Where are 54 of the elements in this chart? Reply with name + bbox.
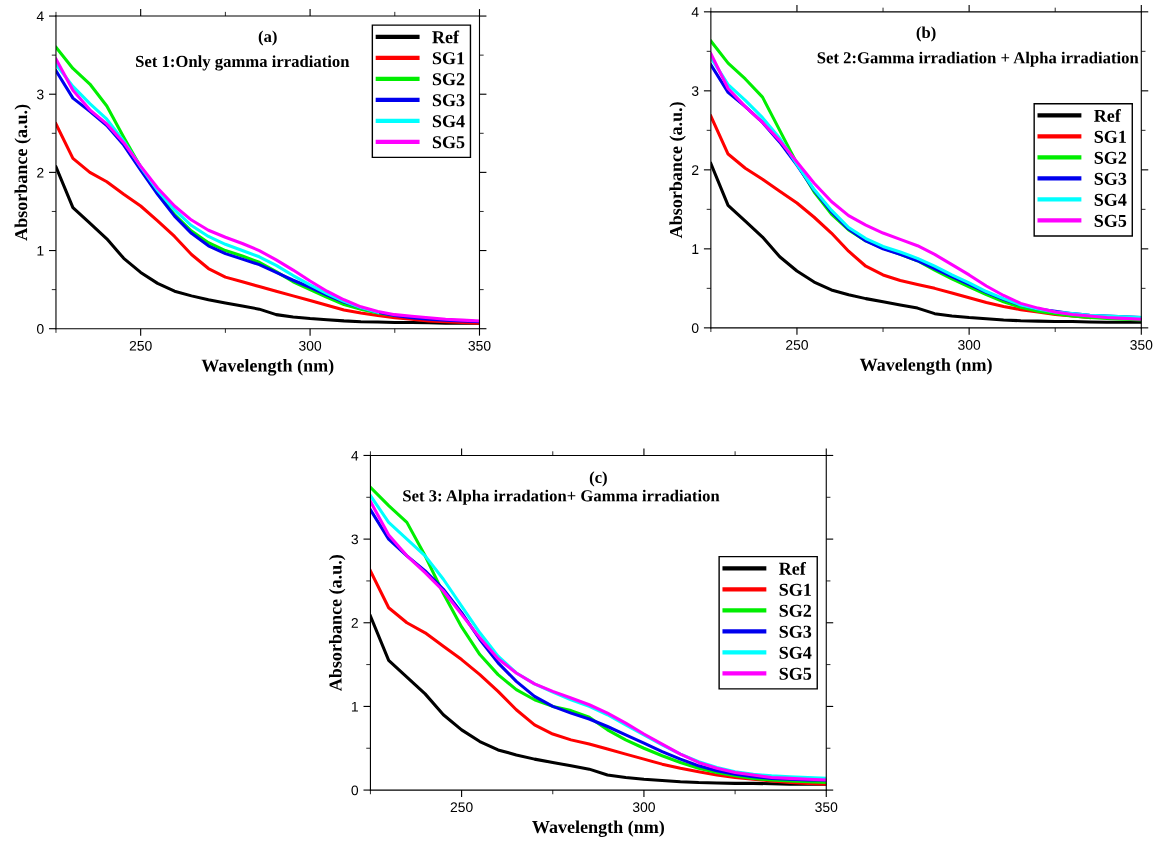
text: (b) — [916, 26, 936, 42]
y-tick-label: 3 — [351, 534, 359, 545]
y-tick-label: 3 — [691, 86, 699, 97]
legend-label: SG2 — [432, 73, 465, 86]
x-axis-title: Wavelength (nm) — [201, 359, 334, 376]
y-tick-label: 1 — [692, 244, 699, 254]
y-tick-label: 0 — [691, 323, 699, 334]
x-tick-label: 350 — [468, 340, 491, 351]
y-tick-label: 2 — [692, 165, 699, 175]
text: Set 1:Only gamma irradiation — [136, 55, 350, 71]
x-tick-label: 300 — [632, 802, 655, 813]
y-tick-label: 4 — [351, 450, 359, 461]
legend-label: SG1 — [432, 52, 465, 65]
y-axis-title: Absorbance (a.u.) — [669, 102, 686, 239]
x-tick-label: 300 — [958, 340, 981, 350]
y-tick-label: 1 — [37, 246, 44, 256]
y-tick-label: 3 — [36, 89, 44, 100]
legend-label: SG4 — [432, 115, 465, 128]
y-tick-label: 2 — [37, 167, 44, 178]
y-axis-title: Absorbance (a.u.) — [328, 555, 346, 692]
legend-label: SG5 — [1094, 214, 1127, 227]
legend-label: Ref — [432, 30, 460, 44]
y-tick-label: 4 — [691, 7, 699, 17]
x-tick-label: 250 — [450, 802, 473, 813]
text: Set 2:Gamma irradiation + Alpha irradiation — [817, 51, 1139, 67]
legend-label: SG4 — [1094, 193, 1127, 206]
x-tick-label: 250 — [129, 340, 152, 351]
x-tick-label: 350 — [1130, 340, 1153, 350]
y-tick-label: 0 — [351, 785, 359, 796]
legend-label: SG3 — [432, 94, 465, 107]
x-tick-label: 350 — [815, 802, 838, 813]
x-tick-label: 250 — [786, 340, 808, 350]
x-tick-label: 300 — [299, 340, 322, 351]
text: Set 3: Alpha irradation+ Gamma irradiation — [403, 489, 720, 505]
legend-label: Ref — [1094, 109, 1121, 122]
legend-label: SG1 — [1094, 130, 1126, 143]
y-tick-label: 1 — [351, 701, 358, 712]
legend-label: SG4 — [779, 646, 812, 659]
legend-label: SG2 — [1094, 151, 1127, 164]
legend-label: SG5 — [779, 667, 812, 680]
y-axis-title: Absorbance (a.u.) — [14, 104, 31, 241]
legend-label: Ref — [779, 561, 806, 575]
legend-label: SG1 — [779, 583, 811, 596]
text: (a) — [258, 30, 277, 46]
legend-label: SG5 — [432, 136, 465, 149]
y-tick-label: 2 — [351, 618, 358, 628]
y-tick-label: 4 — [36, 11, 44, 22]
x-axis-title: Wavelength (nm) — [859, 358, 992, 375]
text: (c) — [589, 471, 607, 487]
legend-label: SG3 — [1094, 172, 1127, 185]
legend-label: SG2 — [779, 604, 812, 617]
x-axis-title: Wavelength (nm) — [532, 820, 665, 837]
legend-label: SG3 — [779, 625, 812, 638]
y-tick-label: 0 — [36, 324, 44, 334]
